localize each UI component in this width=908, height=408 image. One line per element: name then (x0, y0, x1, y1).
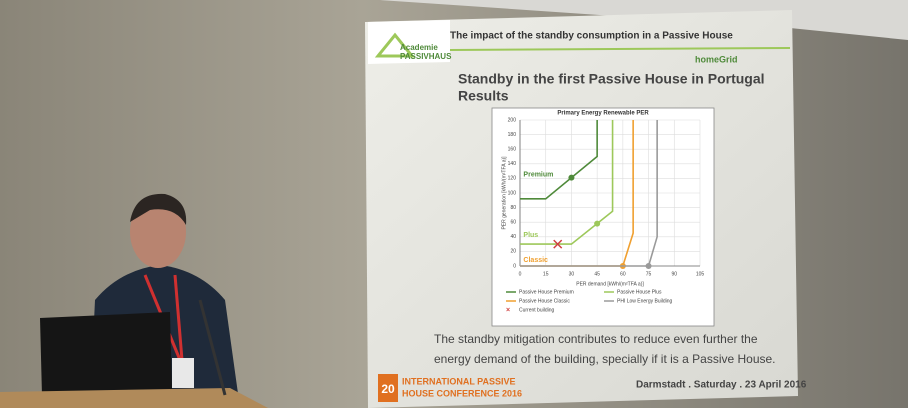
y-tick-label: 80 (510, 205, 516, 211)
x-tick-label: 75 (646, 271, 652, 277)
y-tick-label: 100 (508, 190, 517, 196)
y-tick-label: 20 (510, 249, 516, 255)
x-axis-label: PER demand [kWh/(m²TFA a)] (576, 281, 644, 287)
y-tick-label: 140 (508, 161, 517, 167)
badge (172, 358, 194, 388)
y-tick-label: 180 (508, 132, 517, 138)
x-tick-label: 105 (696, 271, 705, 277)
y-tick-label: 200 (508, 117, 517, 123)
footer-conference: INTERNATIONAL PASSIVE (402, 376, 516, 386)
x-tick-label: 0 (519, 271, 522, 277)
series-marker (568, 175, 574, 181)
legend-label: PHI Low Energy Building (617, 298, 673, 304)
partner: homeGrid (695, 54, 738, 64)
legend-label: Passive House Classic (519, 298, 570, 304)
body-text: energy demand of the building, specially… (434, 352, 776, 366)
header: The impact of the standby consumption in… (450, 31, 733, 42)
x-tick-label: 60 (620, 271, 626, 277)
legend-symbol: × (506, 307, 510, 314)
annotation: Classic (523, 257, 548, 264)
x-tick-label: 30 (569, 271, 575, 277)
y-tick-label: 160 (508, 147, 517, 153)
annotation: Premium (523, 172, 553, 179)
y-tick-label: 0 (513, 263, 516, 269)
series-marker (594, 221, 600, 227)
photo: Academie PASSIVHAUS The impact of the st… (0, 0, 908, 408)
annotation: Plus (523, 232, 538, 239)
chart-title: Primary Energy Renewable PER (557, 111, 649, 117)
footer-place: Darmstadt . Saturday . 23 April 2016 (636, 380, 807, 391)
slide-subtitle: Results (458, 88, 509, 104)
legend-label: Passive House Premium (519, 289, 574, 295)
laptop (40, 312, 172, 396)
legend-label: Current building (519, 307, 555, 313)
body-text: The standby mitigation contributes to re… (434, 332, 758, 346)
x-tick-label: 90 (672, 271, 678, 277)
x-tick-label: 45 (594, 271, 600, 277)
y-axis-label: PER generation [kWh/(m²TFA a)] (501, 156, 507, 230)
slide-title: Standby in the first Passive House in Po… (458, 71, 765, 87)
y-tick-label: 40 (510, 234, 516, 240)
footer-number: 20 (381, 382, 395, 396)
y-tick-label: 120 (508, 176, 517, 182)
y-tick-label: 60 (510, 220, 516, 226)
series-marker (646, 263, 652, 269)
logo-text: PASSIVHAUS (400, 52, 452, 61)
logo-text: Academie (400, 43, 438, 52)
legend-label: Passive House Plus (617, 289, 662, 295)
footer-conference: HOUSE CONFERENCE 2016 (402, 388, 522, 398)
x-tick-label: 15 (543, 271, 549, 277)
